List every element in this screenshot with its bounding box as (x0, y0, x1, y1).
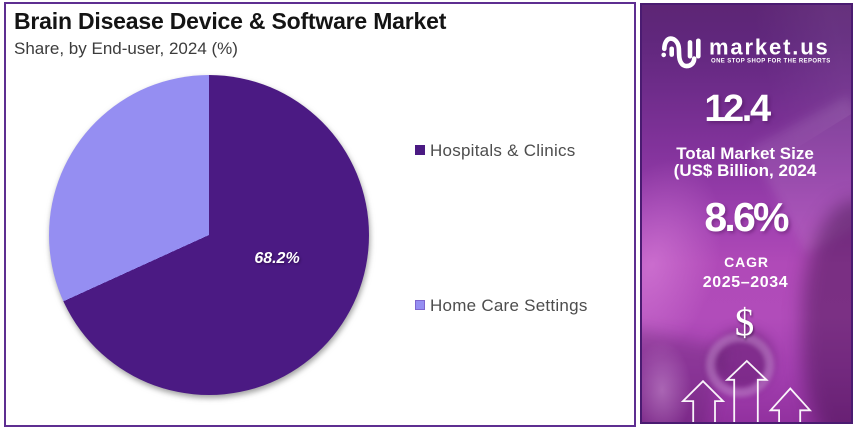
svg-text:ONE STOP SHOP FOR THE REPORTS: ONE STOP SHOP FOR THE REPORTS (711, 59, 831, 65)
svg-text:market.us: market.us (709, 35, 830, 60)
